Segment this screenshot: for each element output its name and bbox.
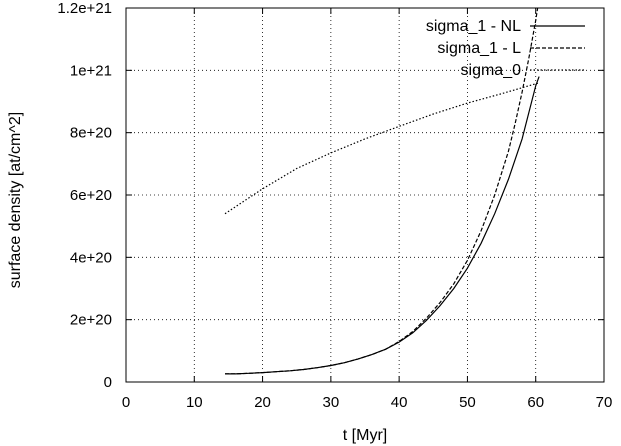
x-tick-label: 60 xyxy=(527,394,544,411)
plot-series xyxy=(224,8,540,375)
y-tick-label: 6e+20 xyxy=(70,187,112,204)
x-tick-label: 10 xyxy=(186,394,203,411)
y-tick-label: 8e+20 xyxy=(70,125,112,142)
x-tick-label: 40 xyxy=(391,394,408,411)
plot-frame xyxy=(125,7,605,383)
y-tick-label: 4e+20 xyxy=(70,249,112,266)
x-tick-label: 20 xyxy=(254,394,271,411)
axis-ticks xyxy=(125,7,605,383)
series-line-2 xyxy=(225,8,539,375)
grid-lines xyxy=(126,8,604,382)
legend-label: sigma_1 - L xyxy=(437,40,521,57)
legend-label: sigma_0 xyxy=(461,62,522,79)
y-tick-label: 0 xyxy=(104,374,112,391)
series-line-3 xyxy=(224,82,540,215)
y-tick-label: 2e+20 xyxy=(70,312,112,329)
x-axis-label: t [Myr] xyxy=(343,427,387,444)
y-tick-label: 1.2e+21 xyxy=(57,0,112,17)
x-tick-label: 30 xyxy=(323,394,340,411)
x-tick-label: 50 xyxy=(459,394,476,411)
y-axis-label: surface density [at/cm^2] xyxy=(7,112,24,288)
series-line-1 xyxy=(225,76,540,375)
x-tick-label: 0 xyxy=(122,394,130,411)
legend-label: sigma_1 - NL xyxy=(426,18,521,35)
legend: sigma_1 - NL sigma_1 - L sigma_0 xyxy=(426,18,585,79)
tick-labels: 0 10 20 30 40 50 60 70 0 2e+20 4e+20 6e+20 8e+20 1e+2… xyxy=(57,0,612,411)
y-tick-label: 1e+21 xyxy=(70,62,112,79)
x-tick-label: 70 xyxy=(596,394,613,411)
